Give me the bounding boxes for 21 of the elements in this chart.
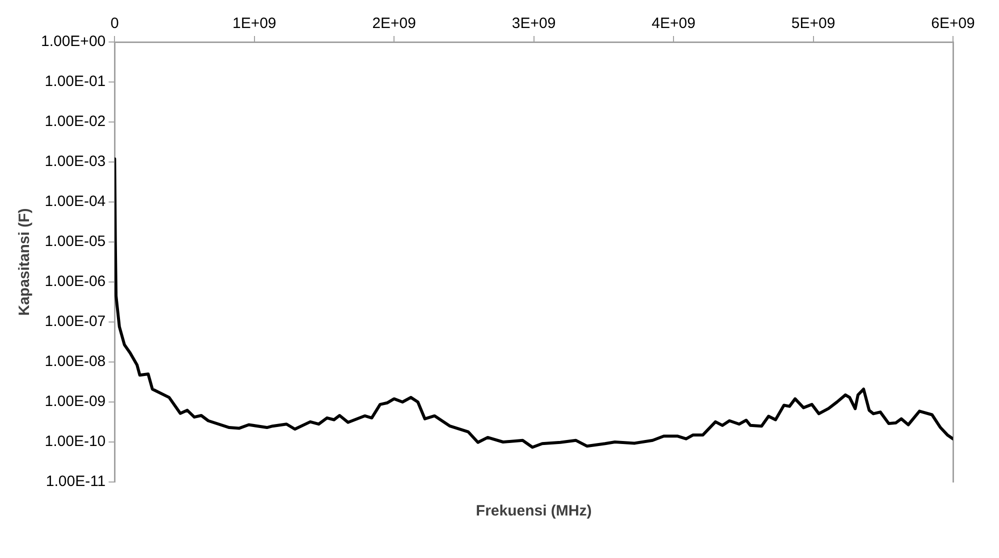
y-tick-label: 1.00E-08: [44, 353, 106, 370]
x-tick-label: 0: [110, 15, 119, 32]
x-tick-label: 2E+09: [372, 15, 416, 32]
y-tick-label: 1.00E-07: [44, 313, 106, 330]
y-tick-label: 1.00E-11: [46, 473, 106, 490]
x-tick-label: 1E+09: [232, 15, 276, 32]
x-axis-title: Frekuensi (MHz): [476, 502, 592, 520]
x-tick-label: 6E+09: [931, 15, 975, 32]
y-tick-label: 1.00E-01: [44, 73, 106, 90]
x-tick-label: 5E+09: [791, 15, 836, 32]
x-tick-label: 4E+09: [652, 15, 696, 32]
y-tick-label: 1.00E-02: [44, 113, 106, 130]
y-tick-label: 1.00E-10: [44, 433, 106, 450]
x-tick-label: 3E+09: [512, 15, 556, 32]
y-tick-label: 1.00E-03: [44, 153, 106, 170]
y-tick-label: 1.00E-09: [44, 393, 106, 410]
y-tick-label: 1.00E-05: [44, 233, 106, 250]
y-tick-label: 1.00E-04: [44, 193, 106, 210]
y-tick-label: 1.00E+00: [40, 33, 106, 50]
y-tick-label: 1.00E-06: [44, 273, 106, 290]
y-axis-title: Kapasitansi (F): [16, 208, 34, 316]
